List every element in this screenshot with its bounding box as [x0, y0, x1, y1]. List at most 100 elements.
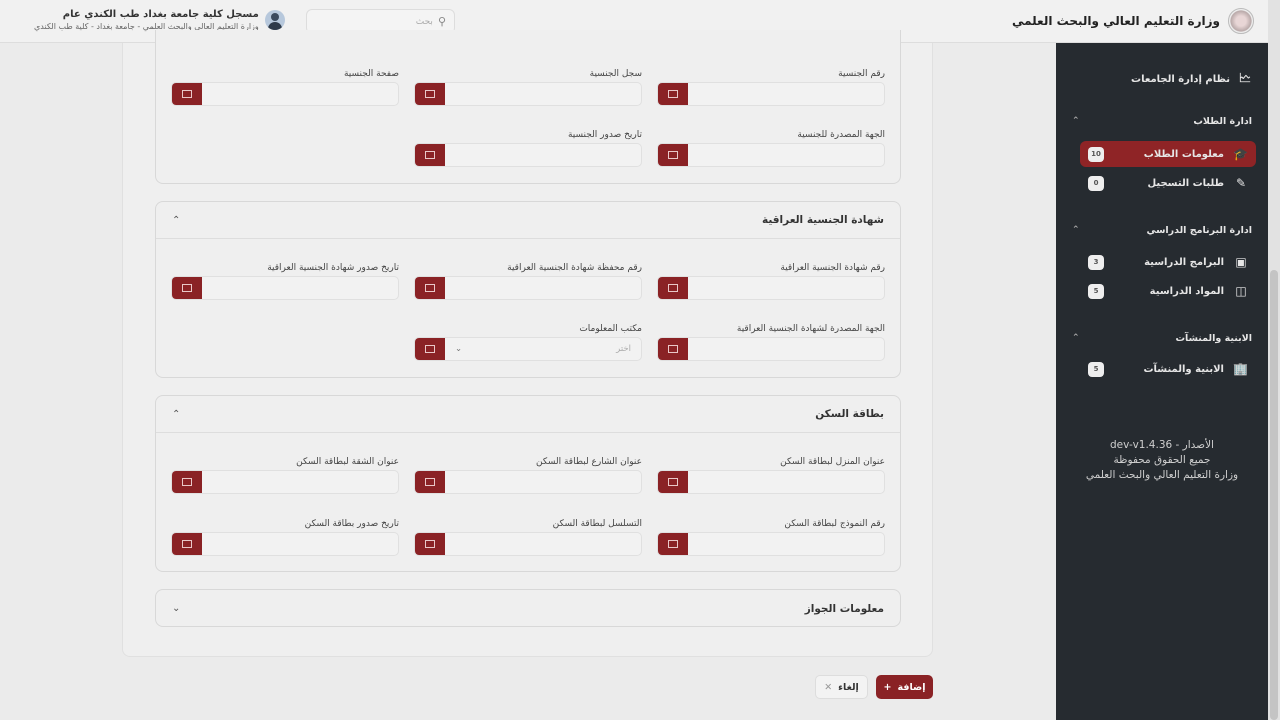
field-label: الجهة المصدرة للجنسية	[797, 130, 885, 140]
add-label: إضافة	[897, 681, 926, 693]
text-input[interactable]	[657, 337, 885, 361]
id-card-icon[interactable]	[658, 471, 688, 493]
chevron-up-icon: ⌃	[1072, 225, 1080, 235]
form-field: رقم محفظة شهادة الجنسية العراقية	[414, 263, 642, 300]
id-card-icon[interactable]	[172, 533, 202, 555]
text-input[interactable]	[171, 82, 399, 106]
form-field: عنوان الشارع لبطاقة السكن	[414, 457, 642, 494]
chevron-up-icon: ⌃	[1072, 333, 1080, 343]
sidebar-item-programs[interactable]: ▣ البرامج الدراسية 3	[1080, 249, 1256, 275]
text-input[interactable]	[171, 276, 399, 300]
id-card-icon[interactable]	[415, 144, 445, 166]
building-icon: 🏢	[1233, 362, 1248, 376]
sidebar-footer: الأصدار - dev-v1.4.36 جميع الحقوق محفوظة…	[1056, 438, 1268, 483]
id-card-icon[interactable]	[172, 83, 202, 105]
sidebar-group-students[interactable]: ادارة الطلاب ⌃	[1072, 116, 1252, 127]
passport-section: معلومات الجواز ⌄	[155, 589, 901, 627]
chevron-up-icon[interactable]: ⌃	[172, 214, 181, 226]
field-label: عنوان الشارع لبطاقة السكن	[536, 457, 642, 467]
form-field: عنوان المنزل لبطاقة السكن	[657, 457, 885, 494]
id-card-icon[interactable]	[658, 533, 688, 555]
id-card-icon[interactable]	[415, 83, 445, 105]
dashboard-icon: 🗠	[1238, 71, 1252, 85]
sidebar-item-student-info[interactable]: 🎓 معلومات الطلاب 10	[1080, 141, 1256, 167]
presentation-icon: ▣	[1235, 255, 1247, 269]
id-card-icon[interactable]	[172, 471, 202, 493]
graduate-icon: 🎓	[1233, 147, 1248, 161]
text-input[interactable]	[414, 82, 642, 106]
select-input[interactable]: ⌄ اختر	[414, 337, 642, 361]
text-input[interactable]	[414, 470, 642, 494]
id-card-icon[interactable]	[658, 83, 688, 105]
form-field: التسلسل لبطاقة السكن	[414, 519, 642, 556]
add-button[interactable]: إضافة +	[876, 675, 933, 699]
form-field: تاريخ صدور شهادة الجنسية العراقية	[171, 263, 399, 300]
brand: وزارة التعليم العالي والبحث العلمي	[1012, 8, 1254, 34]
app-title: وزارة التعليم العالي والبحث العلمي	[1011, 14, 1220, 28]
field-label: الجهة المصدرة لشهادة الجنسية العراقية	[736, 324, 885, 334]
item-label: الابنية والمنشآت	[1143, 363, 1224, 375]
ministry-text: وزارة التعليم العالي والبحث العلمي	[1085, 469, 1239, 481]
chevron-down-icon: ⌄	[455, 344, 463, 354]
text-input[interactable]	[414, 532, 642, 556]
section-header[interactable]: شهادة الجنسية العراقية ⌃	[156, 202, 900, 239]
select-placeholder: اختر	[616, 344, 631, 354]
text-input[interactable]	[657, 143, 885, 167]
sidebar-group-buildings[interactable]: الابنية والمنشآت ⌃	[1072, 333, 1252, 344]
text-input[interactable]	[657, 82, 885, 106]
id-card-icon[interactable]	[658, 338, 688, 360]
version-text: الأصدار - dev-v1.4.36	[1110, 439, 1214, 451]
chevron-up-icon[interactable]: ⌃	[172, 408, 181, 420]
section-title: بطاقة السكن	[815, 408, 884, 420]
field-label: رقم محفظة شهادة الجنسية العراقية	[507, 263, 642, 273]
id-card-icon[interactable]	[172, 277, 202, 299]
id-card-icon[interactable]	[658, 277, 688, 299]
item-label: معلومات الطلاب	[1143, 148, 1224, 160]
count-badge: 3	[1088, 254, 1104, 270]
text-input[interactable]	[657, 470, 885, 494]
id-card-icon[interactable]	[415, 277, 445, 299]
sidebar-item-buildings[interactable]: 🏢 الابنية والمنشآت 5	[1080, 356, 1256, 382]
text-input[interactable]	[414, 276, 642, 300]
section-header[interactable]: معلومات الجواز ⌄	[156, 590, 900, 627]
form-field: الجهة المصدرة للجنسية	[657, 130, 885, 167]
text-input[interactable]	[171, 532, 399, 556]
text-input[interactable]	[414, 143, 642, 167]
search-input[interactable]: بحث ⚲	[306, 9, 455, 34]
id-card-icon[interactable]	[415, 338, 445, 360]
search-icon: ⚲	[437, 15, 446, 28]
page-scrollbar[interactable]	[1268, 0, 1280, 720]
form-field: رقم النموذج لبطاقة السكن	[657, 519, 885, 556]
section-header[interactable]: بطاقة السكن ⌃	[156, 396, 900, 433]
field-label: تاريخ صدور شهادة الجنسية العراقية	[267, 263, 399, 273]
scroll-thumb[interactable]	[1270, 270, 1278, 720]
cancel-label: إلغاء	[838, 681, 859, 693]
sidebar-item-university-system[interactable]: 🗠 نظام إدارة الجامعات	[1131, 69, 1252, 90]
group-title: الابنية والمنشآت	[1175, 333, 1252, 344]
search-placeholder: بحث	[415, 16, 433, 27]
chevron-down-icon[interactable]: ⌄	[172, 603, 181, 614]
field-label: صفحة الجنسية	[343, 69, 399, 79]
form-field: رقم شهادة الجنسية العراقية	[657, 263, 885, 300]
user-profile[interactable]: مسجل كلية جامعة بغداد طب الكندي عام وزار…	[34, 9, 285, 31]
text-input[interactable]	[657, 532, 885, 556]
sidebar-item-registration-requests[interactable]: ✎ طلبات التسجيل 0	[1080, 170, 1256, 196]
sidebar-item-subjects[interactable]: ◫ المواد الدراسية 5	[1080, 278, 1256, 304]
form-field: مكتب المعلومات ⌄ اختر	[414, 324, 642, 361]
text-input[interactable]	[657, 276, 885, 300]
id-card-icon[interactable]	[658, 144, 688, 166]
count-badge: 0	[1088, 175, 1104, 191]
field-label: مكتب المعلومات	[579, 324, 642, 334]
group-title: ادارة الطلاب	[1193, 116, 1252, 127]
books-icon: ◫	[1235, 284, 1247, 298]
id-card-icon[interactable]	[415, 471, 445, 493]
cancel-button[interactable]: إلغاء ✕	[815, 675, 868, 699]
field-label: رقم النموذج لبطاقة السكن	[784, 519, 885, 529]
sidebar-group-programs[interactable]: ادارة البرنامج الدراسي ⌃	[1072, 225, 1252, 236]
field-label: رقم شهادة الجنسية العراقية	[780, 263, 885, 273]
form-field: تاريخ صدور بطاقة السكن	[171, 519, 399, 556]
id-card-icon[interactable]	[415, 533, 445, 555]
item-label: البرامج الدراسية	[1144, 256, 1224, 268]
text-input[interactable]	[171, 470, 399, 494]
field-label: رقم الجنسية	[838, 69, 885, 79]
